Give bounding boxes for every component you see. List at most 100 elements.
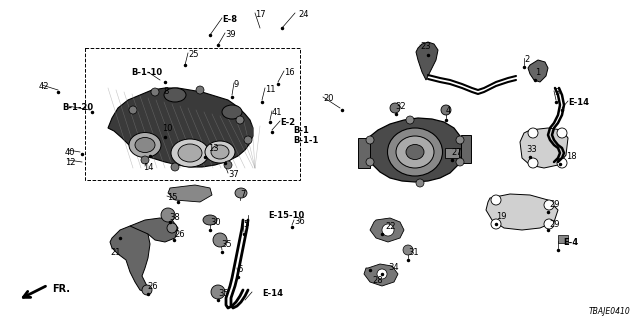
Polygon shape: [370, 218, 404, 242]
Polygon shape: [168, 185, 212, 202]
Text: E-14: E-14: [262, 289, 283, 298]
Text: 5: 5: [243, 220, 248, 229]
Ellipse shape: [129, 132, 161, 157]
Bar: [358, 138, 370, 168]
Circle shape: [456, 136, 464, 144]
Circle shape: [151, 88, 159, 96]
Text: 31: 31: [408, 248, 419, 257]
Ellipse shape: [222, 105, 242, 119]
Circle shape: [557, 128, 567, 138]
Text: B-1-1: B-1-1: [293, 136, 318, 145]
Text: 1: 1: [535, 68, 540, 77]
Bar: [461, 135, 471, 163]
Circle shape: [161, 208, 175, 222]
Circle shape: [171, 163, 179, 171]
Circle shape: [142, 285, 152, 295]
Ellipse shape: [387, 128, 442, 176]
Circle shape: [544, 219, 554, 229]
Ellipse shape: [211, 145, 229, 159]
Text: 36: 36: [294, 217, 305, 226]
Ellipse shape: [406, 145, 424, 159]
Text: 35: 35: [221, 240, 232, 249]
Text: 9: 9: [234, 80, 239, 89]
Text: 24: 24: [298, 10, 308, 19]
Text: 22: 22: [385, 222, 396, 231]
Circle shape: [557, 158, 567, 168]
Circle shape: [441, 105, 451, 115]
Text: 42: 42: [39, 82, 49, 91]
Ellipse shape: [171, 139, 209, 167]
Text: 21: 21: [110, 248, 120, 257]
Text: B-1-10: B-1-10: [131, 68, 162, 77]
Circle shape: [196, 86, 204, 94]
Text: E-2: E-2: [280, 118, 295, 127]
Text: 27: 27: [451, 148, 461, 157]
Text: E-8: E-8: [222, 15, 237, 24]
Circle shape: [403, 245, 413, 255]
Ellipse shape: [396, 136, 434, 168]
Circle shape: [167, 223, 177, 233]
Text: 37: 37: [228, 170, 239, 179]
Polygon shape: [110, 226, 150, 292]
Circle shape: [491, 195, 501, 205]
Text: 40: 40: [65, 148, 76, 157]
Text: 38: 38: [169, 213, 180, 222]
Text: 34: 34: [388, 263, 399, 272]
Text: 13: 13: [208, 144, 219, 153]
Text: 30: 30: [210, 218, 221, 227]
Polygon shape: [108, 88, 253, 167]
Ellipse shape: [164, 88, 186, 102]
Bar: [445, 148, 459, 158]
Text: 12: 12: [65, 158, 76, 167]
Text: 26: 26: [147, 282, 157, 291]
Text: 33: 33: [526, 145, 537, 154]
Text: 39: 39: [225, 30, 236, 39]
Text: 17: 17: [255, 10, 266, 19]
Text: 25: 25: [188, 50, 198, 59]
Text: 3: 3: [554, 88, 559, 97]
Circle shape: [236, 116, 244, 124]
Text: 2: 2: [524, 55, 529, 64]
Text: E-4: E-4: [563, 238, 578, 247]
Circle shape: [141, 156, 149, 164]
Text: B-1-20: B-1-20: [62, 103, 93, 112]
Polygon shape: [364, 264, 398, 286]
Polygon shape: [416, 42, 438, 80]
Text: 6: 6: [237, 265, 243, 274]
Text: 26: 26: [174, 230, 184, 239]
Text: 8: 8: [163, 87, 168, 96]
Circle shape: [416, 179, 424, 187]
Text: 32: 32: [395, 102, 406, 111]
Text: E-14: E-14: [568, 98, 589, 107]
Circle shape: [406, 116, 414, 124]
Ellipse shape: [178, 144, 202, 162]
Text: 19: 19: [496, 212, 506, 221]
Text: 11: 11: [265, 85, 275, 94]
Text: 7: 7: [240, 190, 245, 199]
Ellipse shape: [203, 215, 217, 225]
Text: 18: 18: [566, 152, 577, 161]
Ellipse shape: [135, 138, 155, 153]
Circle shape: [224, 161, 232, 169]
Text: 4: 4: [446, 106, 451, 115]
Ellipse shape: [205, 141, 235, 163]
Circle shape: [366, 158, 374, 166]
Text: TBAJE0410: TBAJE0410: [588, 307, 630, 316]
Text: 35: 35: [218, 289, 228, 298]
Text: 23: 23: [420, 42, 431, 51]
Circle shape: [213, 233, 227, 247]
Polygon shape: [528, 60, 548, 82]
Circle shape: [382, 224, 394, 236]
Text: 15: 15: [167, 193, 177, 202]
Text: 41: 41: [272, 108, 282, 117]
Polygon shape: [520, 128, 568, 168]
Polygon shape: [486, 194, 558, 230]
Polygon shape: [130, 218, 178, 242]
Circle shape: [211, 285, 225, 299]
Bar: [558, 235, 568, 243]
Circle shape: [377, 269, 387, 279]
Text: 20: 20: [323, 94, 333, 103]
Text: 29: 29: [549, 220, 559, 229]
Circle shape: [528, 128, 538, 138]
Circle shape: [544, 200, 554, 210]
